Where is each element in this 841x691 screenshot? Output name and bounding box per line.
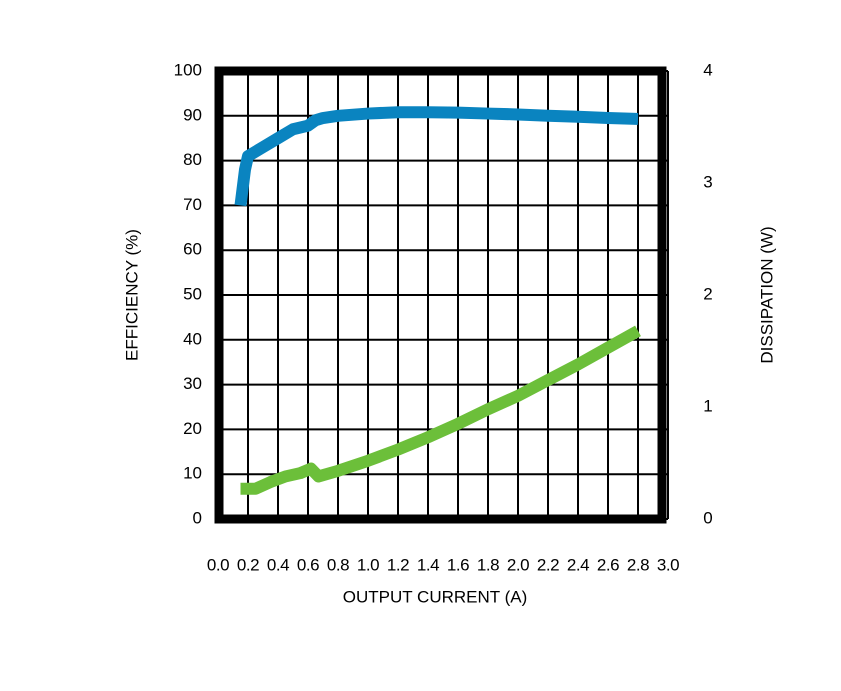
y-tick-label: 90 <box>183 105 202 124</box>
y2-axis-label: DISSIPATION (W) <box>757 226 776 363</box>
y2-tick-label: 4 <box>703 60 712 79</box>
x-tick-label: 2.6 <box>597 555 619 574</box>
data-line <box>234 106 639 207</box>
y2-tick-label: 3 <box>703 172 712 191</box>
y-tick-label: 40 <box>183 329 202 348</box>
x-tick-label: 2.8 <box>627 555 649 574</box>
x-tick-label: 1.2 <box>387 555 409 574</box>
plot-frame <box>214 66 667 524</box>
x-tick-label: 1.8 <box>477 555 499 574</box>
y-tick-label: 0 <box>193 508 202 527</box>
x-tick-label: 0.6 <box>297 555 319 574</box>
x-tick-label: 2.0 <box>507 555 529 574</box>
x-axis-label: OUTPUT CURRENT (A) <box>343 587 528 606</box>
x-tick-label: 1.6 <box>447 555 469 574</box>
y-tick-label: 20 <box>183 419 202 438</box>
y-tick-label: 50 <box>183 284 202 303</box>
y-tick-label: 60 <box>183 240 202 259</box>
data-line <box>240 325 641 495</box>
x-tick-label: 0.8 <box>327 555 349 574</box>
y2-tick-label: 1 <box>703 396 712 415</box>
y-tick-label: 30 <box>183 374 202 393</box>
y-tick-label: 80 <box>183 150 202 169</box>
x-tick-label: 0.2 <box>237 555 259 574</box>
x-tick-label: 3.0 <box>657 555 679 574</box>
x-tick-label: 2.2 <box>537 555 559 574</box>
x-tick-label: 1.0 <box>357 555 379 574</box>
y2-tick-label: 0 <box>703 508 712 527</box>
y2-tick-label: 2 <box>703 284 712 303</box>
y-tick-label: 70 <box>183 195 202 214</box>
y-axis-label: EFFICIENCY (%) <box>122 229 141 361</box>
x-tick-label: 0.4 <box>267 555 289 574</box>
x-tick-label: 1.4 <box>417 555 439 574</box>
y-tick-label: 100 <box>174 60 202 79</box>
x-tick-label: 2.4 <box>567 555 589 574</box>
x-tick-label: 0.0 <box>207 555 229 574</box>
y-tick-label: 10 <box>183 464 202 483</box>
